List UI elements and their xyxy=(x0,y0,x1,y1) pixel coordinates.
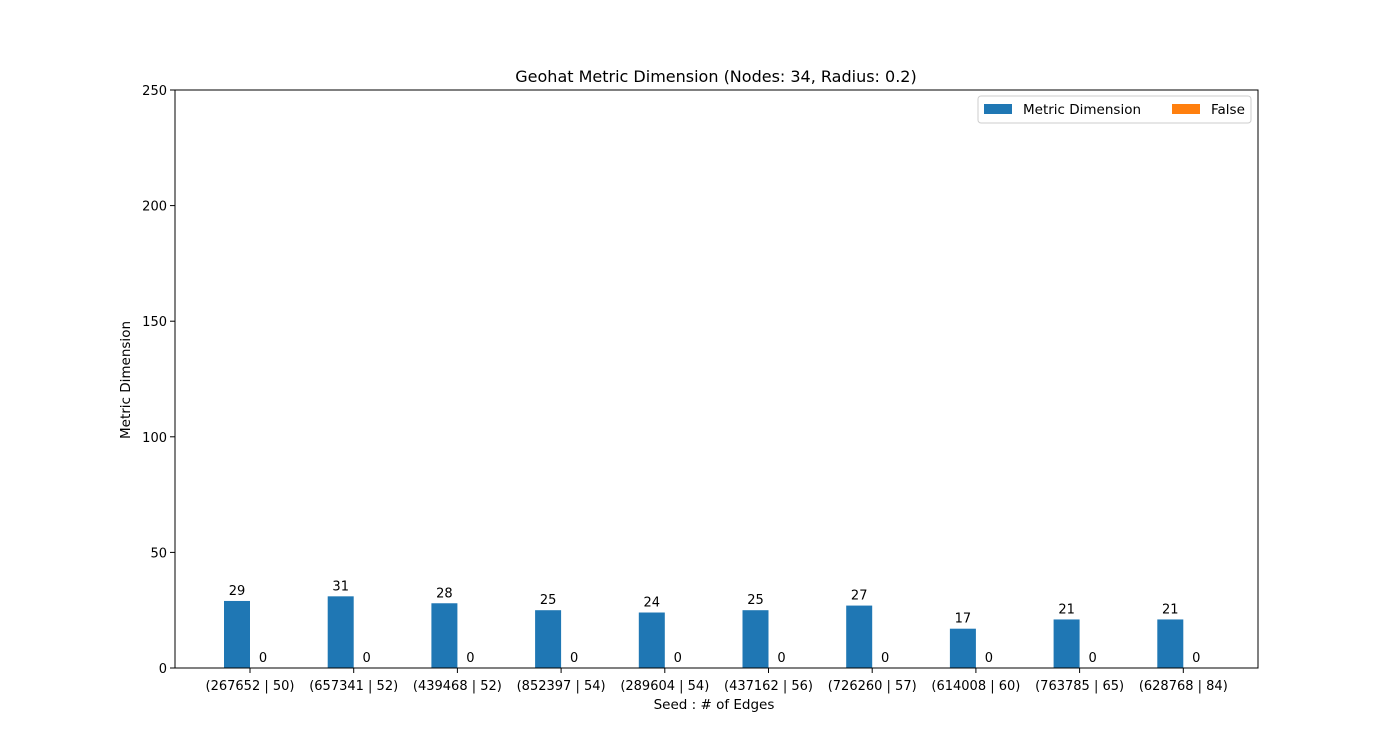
bar-value-label: 25 xyxy=(747,593,764,608)
bar xyxy=(535,610,562,668)
plot-frame xyxy=(174,89,1259,669)
bar-value-label: 0 xyxy=(466,651,474,666)
x-tick-label: (614008 | 60) xyxy=(931,679,1020,694)
bar-value-label: 25 xyxy=(540,593,557,608)
bar-value-label: 0 xyxy=(363,651,371,666)
bar xyxy=(846,605,873,668)
legend-swatch xyxy=(1172,104,1200,114)
bar xyxy=(327,596,354,668)
y-tick-label: 150 xyxy=(142,315,167,330)
bar xyxy=(1157,619,1184,668)
y-tick-label: 0 xyxy=(159,662,167,677)
x-tick-label: (657341 | 52) xyxy=(309,679,398,694)
legend-swatch xyxy=(984,104,1012,114)
chart-title: Geohat Metric Dimension (Nodes: 34, Radi… xyxy=(515,67,916,86)
legend-box xyxy=(977,95,1252,124)
bar xyxy=(742,610,769,668)
y-tick-label: 250 xyxy=(142,84,167,99)
y-tick-label: 100 xyxy=(142,431,167,446)
bar-value-label: 17 xyxy=(955,612,972,627)
bar-value-label: 21 xyxy=(1162,602,1179,617)
bar-value-label: 21 xyxy=(1058,602,1075,617)
y-axis-label: Metric Dimension xyxy=(118,321,134,439)
bar-value-label: 0 xyxy=(570,651,578,666)
bar-value-label: 24 xyxy=(644,596,661,611)
bar xyxy=(638,612,665,668)
bar-value-label: 28 xyxy=(436,586,453,601)
bar-value-label: 31 xyxy=(332,579,349,594)
bar-value-label: 0 xyxy=(1192,651,1200,666)
bar xyxy=(949,628,976,668)
bar-value-label: 0 xyxy=(674,651,682,666)
x-tick-label: (726260 | 57) xyxy=(828,679,917,694)
bar xyxy=(431,603,458,668)
bar-value-label: 27 xyxy=(851,589,868,604)
x-tick-label: (267652 | 50) xyxy=(206,679,295,694)
legend-entry-label: Metric Dimension xyxy=(1023,102,1141,118)
bar xyxy=(224,600,250,668)
x-tick-label: (439468 | 52) xyxy=(413,679,502,694)
x-tick-label: (852397 | 54) xyxy=(517,679,606,694)
bar-value-label: 0 xyxy=(985,651,993,666)
bar-value-label: 0 xyxy=(259,651,267,666)
bar xyxy=(1053,619,1080,668)
bar-value-label: 29 xyxy=(229,584,246,599)
bar-value-label: 0 xyxy=(777,651,785,666)
x-tick-label: (628768 | 84) xyxy=(1139,679,1228,694)
bar-value-label: 0 xyxy=(1088,651,1096,666)
x-tick-label: (763785 | 65) xyxy=(1035,679,1124,694)
x-tick-label: (289604 | 54) xyxy=(620,679,709,694)
legend: Metric Dimension False xyxy=(977,95,1252,124)
x-axis-label: Seed : # of Edges xyxy=(654,697,775,713)
y-tick-label: 50 xyxy=(150,546,167,561)
y-tick-label: 200 xyxy=(142,200,167,215)
bar-value-label: 0 xyxy=(881,651,889,666)
x-tick-label: (437162 | 56) xyxy=(724,679,813,694)
legend-entry-label: False xyxy=(1211,102,1245,118)
